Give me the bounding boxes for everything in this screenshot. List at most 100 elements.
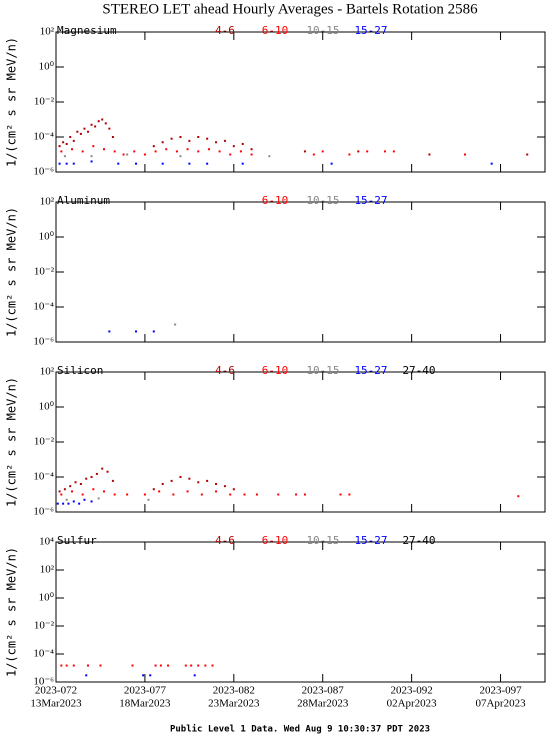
data-point — [92, 145, 95, 148]
data-point — [79, 132, 82, 135]
data-point — [241, 162, 244, 165]
data-point — [58, 145, 61, 148]
data-point — [60, 664, 63, 667]
data-point — [215, 141, 218, 144]
y-tick-label: 10² — [40, 196, 55, 208]
y-tick-label: 10⁻⁴ — [33, 648, 54, 660]
x-tick-date: 18Mar2023 — [119, 698, 171, 710]
data-point — [63, 488, 66, 491]
x-tick-label: 2023-097 — [479, 685, 522, 697]
legend-entry: 27-40 — [402, 364, 435, 377]
data-point — [277, 493, 280, 496]
data-point — [197, 481, 200, 484]
data-point — [71, 148, 74, 151]
data-point — [200, 493, 203, 496]
y-tick-label: 10⁻² — [34, 436, 55, 448]
y-tick-label: 10⁻² — [34, 96, 55, 108]
data-point — [159, 664, 162, 667]
data-point — [239, 150, 242, 153]
data-point — [135, 162, 138, 165]
x-tick-label: 2023-092 — [391, 685, 433, 697]
legend-entry: 27-40 — [402, 534, 435, 547]
data-point — [232, 145, 235, 148]
panel-title: Aluminum — [57, 194, 110, 207]
data-point — [106, 470, 109, 473]
data-point — [103, 490, 106, 493]
data-point — [131, 664, 134, 667]
data-point — [72, 139, 75, 142]
data-point — [158, 490, 161, 493]
legend-entry: 10-15 — [306, 534, 339, 547]
y-tick-label: 10⁰ — [39, 61, 55, 73]
legend-entry: 15-27 — [354, 534, 387, 547]
x-tick-date: 23Mar2023 — [208, 698, 260, 710]
data-point — [526, 153, 529, 156]
data-point — [232, 488, 235, 491]
data-point — [113, 493, 116, 496]
y-tick-label: 10⁰ — [39, 231, 55, 243]
data-point — [147, 498, 150, 501]
legend-entry: 6-10 — [262, 364, 289, 377]
data-point — [243, 493, 246, 496]
data-point — [193, 674, 196, 677]
data-point — [56, 502, 59, 505]
data-point — [85, 477, 88, 480]
y-tick-label: 10⁻⁴ — [33, 471, 54, 483]
data-point — [179, 136, 182, 138]
data-point — [268, 155, 271, 158]
data-point — [99, 664, 102, 667]
panel-title: Magnesium — [57, 24, 117, 37]
data-point — [97, 497, 100, 500]
data-point — [60, 493, 63, 496]
data-point — [135, 330, 138, 333]
data-point — [152, 488, 155, 491]
data-point — [215, 482, 218, 485]
x-tick-date: 28Mar2023 — [297, 698, 349, 710]
data-point — [69, 485, 72, 488]
data-point — [383, 150, 386, 153]
data-point — [72, 500, 75, 503]
data-point — [204, 664, 207, 667]
data-point — [92, 488, 95, 491]
data-point — [250, 148, 253, 151]
data-point — [101, 467, 104, 470]
data-point — [517, 495, 520, 498]
y-tick-label: 10⁻⁶ — [33, 336, 54, 348]
data-point — [167, 664, 170, 667]
data-point — [90, 476, 93, 478]
panel-title: Silicon — [57, 364, 103, 377]
data-point — [117, 162, 120, 165]
data-point — [170, 479, 173, 482]
x-tick-label: 2023-072 — [35, 685, 77, 697]
data-point — [87, 664, 90, 667]
data-point — [108, 330, 111, 333]
plot-frame — [55, 371, 546, 513]
data-point — [463, 153, 466, 156]
data-point — [197, 664, 200, 667]
x-tick-date: 02Apr2023 — [387, 698, 438, 710]
data-point — [83, 498, 86, 501]
y-tick-label: 10² — [40, 26, 55, 38]
data-point — [357, 150, 360, 153]
y-tick-label: 10⁻⁴ — [33, 131, 54, 143]
legend-entry: 4-6 — [215, 24, 235, 37]
data-point — [152, 145, 155, 148]
y-tick-label: 10⁻⁶ — [33, 166, 54, 178]
data-point — [126, 493, 129, 496]
data-point — [207, 148, 210, 151]
data-point — [175, 150, 178, 153]
legend-entry: 10-15 — [306, 24, 339, 37]
data-point — [154, 664, 157, 667]
y-tick-label: 10² — [40, 366, 55, 378]
data-point — [104, 122, 107, 125]
data-point — [63, 155, 66, 158]
data-point — [85, 674, 88, 677]
data-point — [174, 323, 177, 326]
data-point — [186, 148, 189, 151]
data-point — [211, 664, 214, 667]
data-point — [206, 162, 209, 165]
data-point — [179, 155, 182, 158]
data-point — [60, 150, 63, 153]
data-point — [142, 674, 145, 677]
data-point — [152, 330, 155, 333]
